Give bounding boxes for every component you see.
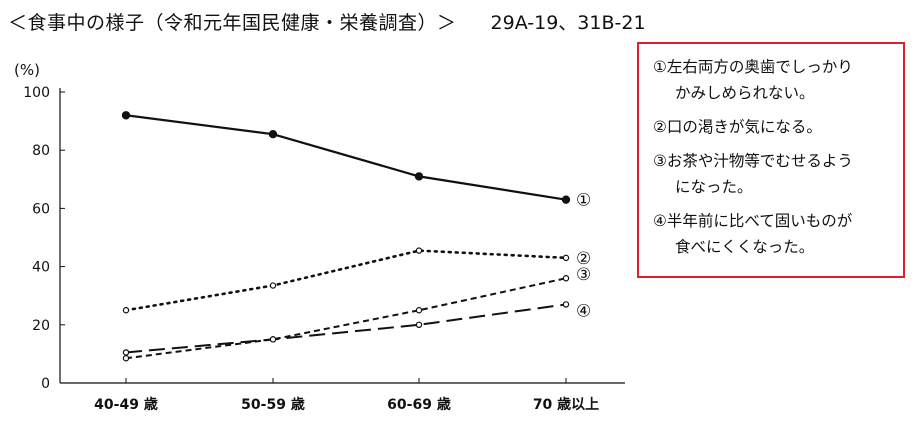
x-tick-label: 50-59 歳 (241, 396, 305, 413)
data-point-2-4 (562, 254, 570, 262)
data-point-1-3 (414, 172, 424, 181)
legend-item-4: ④半年前に比べて固いものが 食べにくくなった。 (653, 208, 893, 260)
y-tick-label: 60 (32, 201, 50, 217)
chart-title: ＜食事中の様子（令和元年国民健康・栄養調査）＞ (8, 12, 457, 34)
data-point-3-1 (122, 355, 130, 362)
series-line-3 (125, 277, 567, 360)
legend-item-3: ③お茶や汁物等でむせるよう になった。 (653, 148, 893, 200)
series-label-3: ③ (576, 265, 591, 285)
legend-item-1: ①左右両方の奥歯でしっかり かみしめられない。 (653, 54, 893, 106)
y-axis-label: (%) (14, 61, 40, 79)
data-point-4-2 (269, 336, 277, 343)
y-tick-label: 20 (32, 318, 50, 334)
legend-item-4-line1: ④半年前に比べて固いものが (653, 212, 853, 230)
series-line-2 (124, 249, 568, 312)
legend-item-1-line2: かみしめられない。 (675, 84, 815, 102)
chart-axes: (%) 0 20 40 60 80 100 40-49 歳 50-59 歳 60-69 歳 70 歳… (14, 61, 625, 413)
x-tick-label: 40-49 歳 (94, 396, 158, 413)
x-tick-label: 60-69 歳 (387, 396, 451, 413)
x-tick-label: 70 歳以上 (533, 396, 599, 413)
data-point-4-1 (122, 349, 130, 356)
data-point-4-3 (415, 321, 423, 328)
series-line-1 (125, 114, 567, 201)
page-header: ＜食事中の様子（令和元年国民健康・栄養調査）＞ 29A-19、31B-21 (8, 8, 646, 35)
series-label-2: ② (576, 249, 591, 269)
data-point-3-3 (415, 307, 423, 314)
series-label-1: ① (576, 191, 591, 211)
data-point-4-4 (562, 301, 570, 308)
y-tick-label: 80 (32, 143, 50, 159)
data-point-2-3 (415, 247, 423, 254)
data-point-1-4 (561, 195, 571, 204)
y-tick-label: 100 (23, 85, 50, 101)
legend-item-3-line2: になった。 (675, 178, 753, 196)
legend-item-2: ②口の渇きが気になる。 (653, 114, 893, 140)
series-label-4: ④ (576, 301, 591, 321)
legend-item-4-line2: 食べにくくなった。 (675, 238, 815, 256)
y-tick-label: 0 (41, 376, 50, 392)
data-point-2-2 (269, 282, 277, 289)
data-point-1-2 (268, 129, 278, 139)
legend-box: ①左右両方の奥歯でしっかり かみしめられない。 ②口の渇きが気になる。 ③お茶や… (637, 42, 905, 278)
data-point-1-1 (121, 111, 131, 120)
question-code: 29A-19、31B-21 (490, 12, 646, 34)
legend-item-1-line1: ①左右両方の奥歯でしっかり (653, 58, 853, 76)
data-point-3-4 (562, 275, 570, 282)
chart-series: ① ②③ ④ (121, 111, 591, 362)
legend-item-2-line1: ②口の渇きが気になる。 (653, 118, 822, 136)
data-point-2-1 (122, 307, 130, 314)
legend-item-3-line1: ③お茶や汁物等でむせるよう (653, 152, 853, 170)
y-tick-label: 40 (32, 260, 50, 276)
series-line-4 (125, 303, 567, 354)
